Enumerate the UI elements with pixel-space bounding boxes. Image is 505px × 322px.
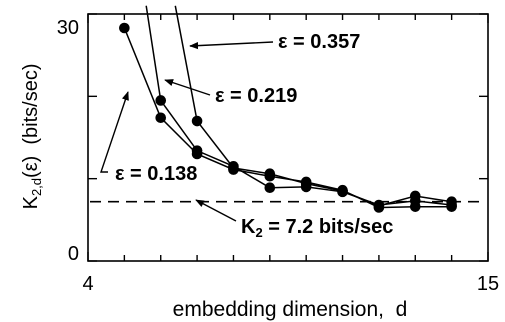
data-point-2 — [228, 164, 239, 175]
series-group — [119, 5, 457, 213]
arrow-eps-0219 — [164, 79, 211, 96]
annotation-eps-0138: ε = 0.138 — [115, 163, 197, 185]
data-point-1 — [264, 182, 276, 194]
arrow-eps-0138 — [100, 91, 129, 173]
y-axis-title-main: K — [20, 195, 42, 209]
annotation-eps-0219: ε = 0.219 — [215, 85, 297, 107]
y-axis-title: K2,d(ε) (bits/sec) — [20, 47, 44, 237]
annotation-k2: K2 = 7.2 bits/sec — [241, 216, 393, 240]
x-tick-label-15: 15 — [477, 273, 499, 295]
plot-frame — [87, 13, 489, 262]
y-tick-label-0: 0 — [68, 243, 79, 265]
series-line-2 — [123, 27, 452, 209]
data-point-2 — [155, 112, 167, 124]
arrow-k2 — [195, 199, 237, 222]
x-ticks — [87, 14, 489, 261]
series-line-1 — [145, 5, 452, 206]
arrow-eps-0357 — [189, 41, 274, 50]
y-axis-title-sub: 2,d — [29, 178, 44, 196]
data-point-2 — [119, 22, 130, 34]
x-tick-label-4: 4 — [82, 273, 93, 295]
data-point-2 — [264, 170, 276, 182]
data-point-2 — [446, 201, 457, 212]
data-point-2 — [373, 202, 385, 213]
data-point-2 — [191, 148, 203, 160]
data-point-0 — [191, 115, 203, 127]
data-point-2 — [337, 184, 348, 196]
data-point-2 — [300, 176, 312, 188]
y-tick-label-30: 30 — [57, 17, 79, 39]
y-axis-title-rest: (ε) (bits/sec) — [20, 63, 42, 177]
x-axis-title: embedding dimension, d — [173, 298, 408, 321]
annotation-k2-main: K — [241, 216, 256, 238]
data-point-1 — [155, 95, 167, 106]
y-ticks — [88, 13, 488, 262]
annotation-k2-sub: 2 — [255, 225, 262, 240]
data-point-2 — [409, 201, 421, 212]
annotation-arrows — [100, 41, 274, 222]
annotation-k2-rest: = 7.2 bits/sec — [263, 216, 394, 238]
annotation-eps-0357: ε = 0.357 — [278, 31, 360, 53]
